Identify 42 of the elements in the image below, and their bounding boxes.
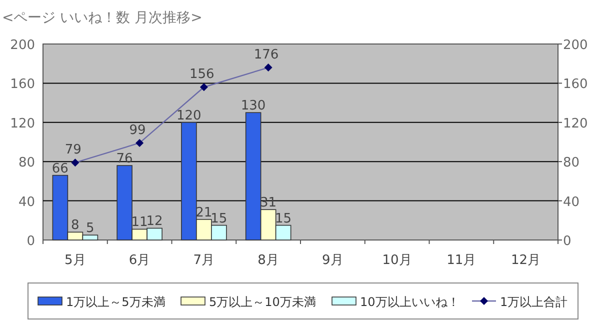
- data-label: 15: [275, 211, 292, 226]
- data-label: 130: [240, 98, 266, 114]
- data-label: 99: [129, 122, 146, 138]
- data-label: 11: [131, 215, 148, 230]
- y-tick-label: 200: [10, 38, 35, 53]
- y2-tick-label: 200: [563, 38, 588, 53]
- x-tick-label: 7月: [193, 253, 215, 268]
- x-tick-label: 9月: [322, 253, 344, 268]
- y2-tick-label: 120: [563, 116, 588, 132]
- data-label: 15: [210, 211, 228, 226]
- point: [71, 158, 80, 167]
- x-tick-label: 6月: [128, 253, 150, 268]
- chart-title: <ページ いいね！数 月次推移>: [2, 10, 202, 26]
- data-label: 156: [190, 67, 214, 82]
- point: [136, 138, 144, 147]
- y-tick-label: 80: [18, 156, 35, 171]
- x-tick-label: 12月: [511, 253, 541, 268]
- y2-tick-label: 160: [563, 77, 588, 92]
- point: [200, 83, 208, 92]
- x-tick-label: 5月: [64, 253, 86, 268]
- data-label: 79: [64, 142, 82, 158]
- y-tick-label: 160: [10, 77, 35, 92]
- legend-label: 1万以上～5万未満: [66, 295, 166, 309]
- y-tick-label: 120: [10, 116, 35, 132]
- data-label: 66: [52, 161, 68, 176]
- legend-label: 10万以上いいね！: [360, 295, 460, 309]
- y2-tick-label: 0: [563, 234, 572, 249]
- data-label: 5: [86, 221, 94, 236]
- y2-tick-label: 40: [563, 194, 580, 210]
- x-tick-label: 8月: [258, 253, 279, 268]
- x-tick-label: 10月: [382, 253, 412, 268]
- point: [264, 64, 272, 72]
- y-tick-label: 40: [18, 194, 35, 210]
- data-label: 120: [176, 108, 202, 124]
- legend-label: 5万以上～10万未満: [209, 295, 316, 309]
- x-tick-label: 11月: [446, 253, 476, 268]
- y-tick-label: 0: [26, 234, 35, 249]
- legend-label: 1万以上合計: [500, 295, 568, 309]
- data-label: 12: [146, 214, 163, 230]
- data-label: 176: [254, 48, 279, 63]
- data-label: 8: [71, 218, 80, 234]
- y2-tick-label: 80: [563, 156, 580, 171]
